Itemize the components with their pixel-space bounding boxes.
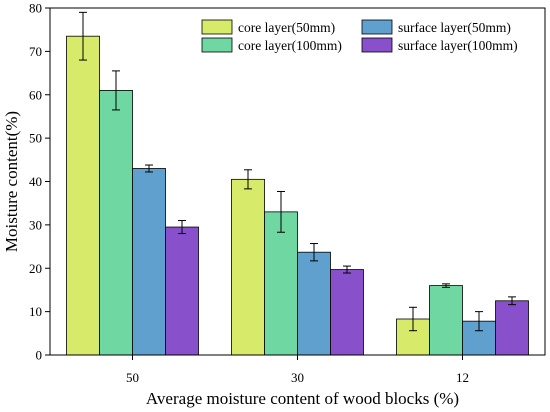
y-tick-label: 10	[29, 304, 42, 319]
y-axis: 0 10 20 30 40 50 60 70 80	[29, 1, 50, 363]
x-tick-label: 30	[291, 370, 304, 385]
y-tick-label: 60	[29, 87, 42, 102]
x-tick-label: 50	[126, 370, 139, 385]
bar	[429, 285, 463, 356]
x-axis: 50 30 12	[126, 355, 469, 385]
legend-swatch	[201, 37, 233, 53]
bars-layer	[66, 35, 529, 356]
legend-label: surface layer(100mm)	[398, 38, 518, 53]
y-tick-label: 50	[29, 131, 42, 146]
legend: core layer(50mm) core layer(100mm) surface…	[201, 19, 518, 53]
legend-label: core layer(50mm)	[238, 20, 335, 35]
bar	[165, 226, 199, 356]
bar	[264, 211, 298, 356]
bar	[132, 168, 166, 356]
y-tick-label: 70	[29, 44, 42, 59]
error-bars-layer	[79, 11, 516, 332]
bar	[99, 90, 133, 356]
y-tick-label: 40	[29, 174, 42, 189]
y-tick-label: 20	[29, 261, 42, 276]
legend-swatch	[201, 19, 233, 35]
y-axis-title: Moisture content(%)	[2, 111, 21, 252]
legend-swatch	[361, 19, 393, 35]
x-tick-label: 12	[456, 370, 469, 385]
legend-swatch	[361, 37, 393, 53]
x-axis-title: Average moisture content of wood blocks …	[146, 389, 459, 408]
legend-label: core layer(100mm)	[238, 38, 342, 53]
y-tick-label: 0	[36, 348, 43, 363]
y-tick-label: 30	[29, 217, 42, 232]
bar	[495, 300, 529, 356]
bar	[297, 251, 331, 356]
bar	[330, 269, 364, 356]
y-tick-label: 80	[29, 1, 42, 16]
legend-label: surface layer(50mm)	[398, 20, 511, 35]
bar	[66, 35, 100, 356]
bar	[231, 178, 265, 356]
